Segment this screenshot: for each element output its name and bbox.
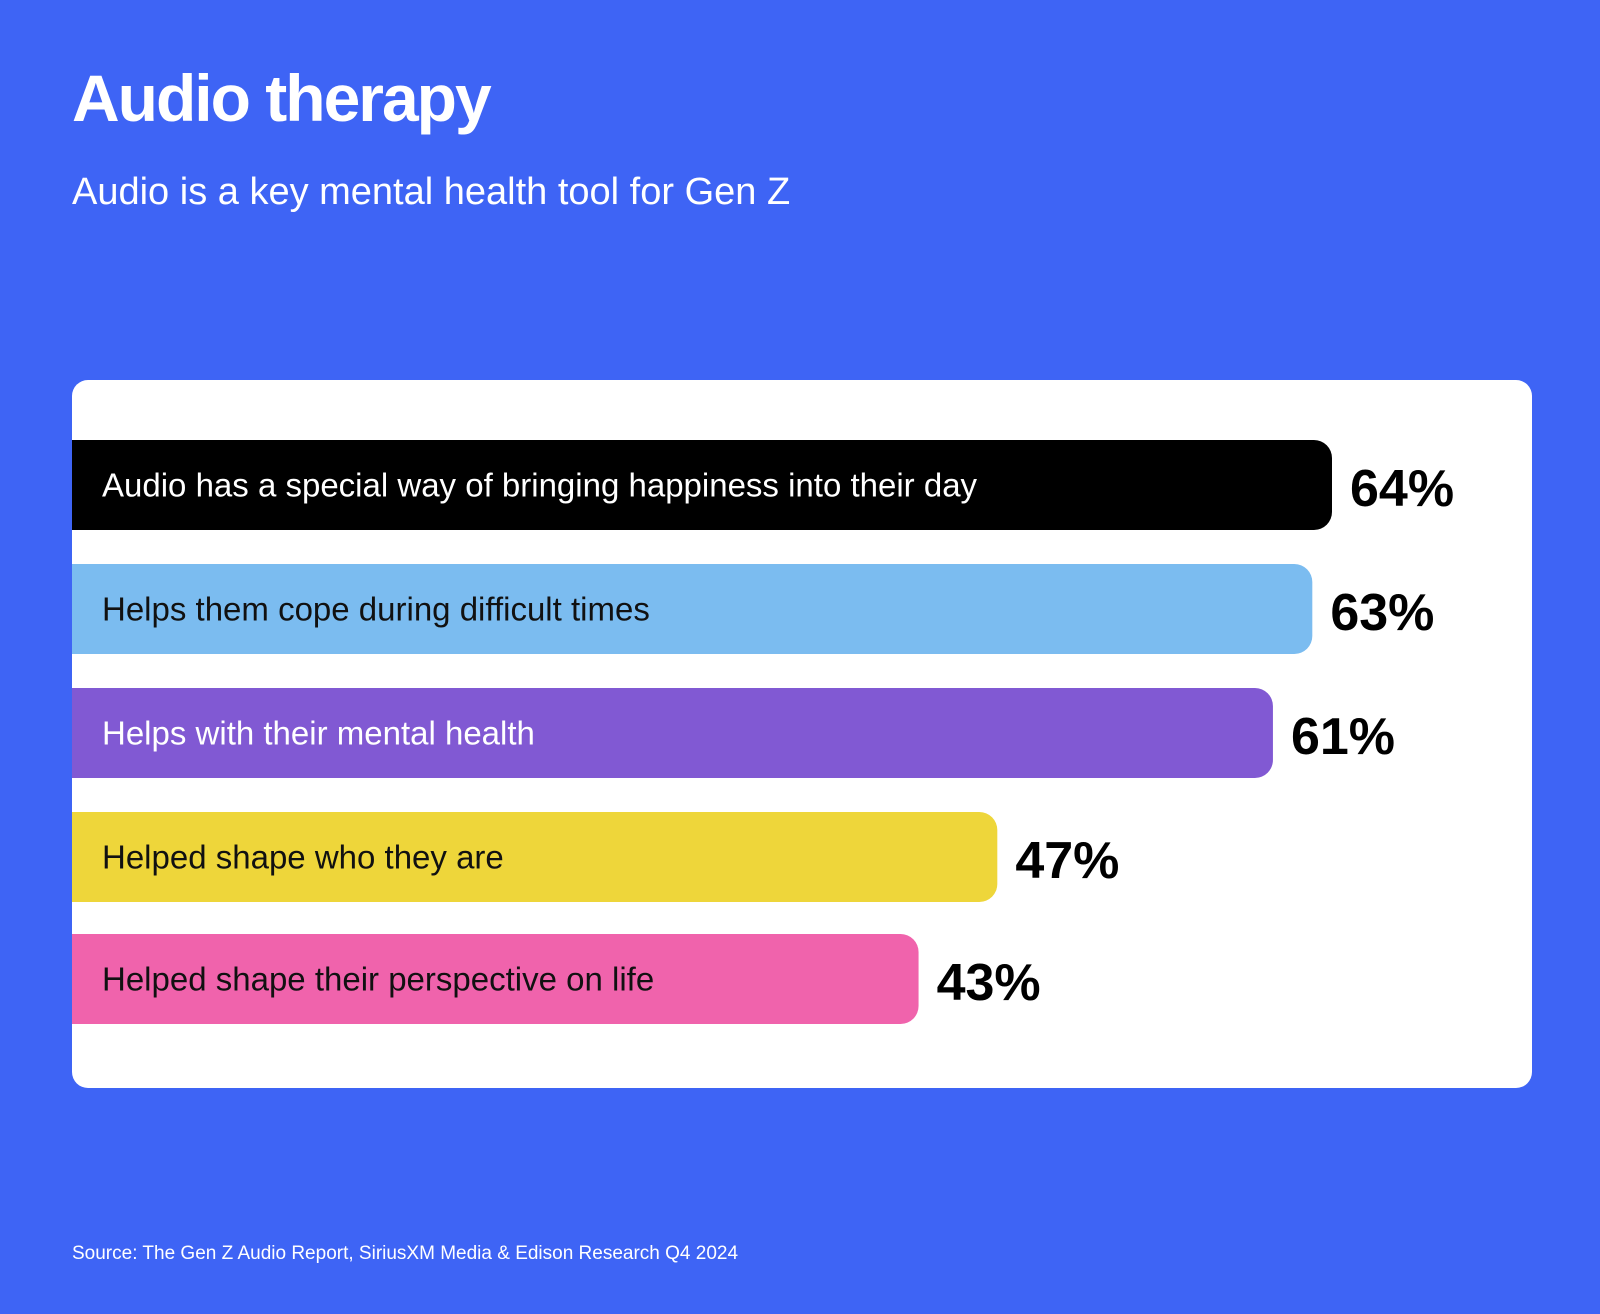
bar-5 [72, 934, 919, 1024]
bar-2 [72, 564, 1313, 654]
bar-label-2: Helps them cope during difficult times [102, 591, 650, 628]
value-label-5: 43% [937, 954, 1041, 1012]
value-label-1: 64% [1350, 460, 1454, 518]
bar-label-1: Audio has a special way of bringing happ… [102, 467, 978, 504]
value-label-4: 47% [1015, 832, 1119, 890]
value-label-3: 61% [1291, 708, 1395, 766]
bar-chart: Audio has a special way of bringing happ… [72, 440, 1454, 1024]
bar-label-3: Helps with their mental health [102, 715, 535, 752]
source-note: Source: The Gen Z Audio Report, SiriusXM… [72, 1243, 739, 1264]
bar-1 [72, 440, 1332, 530]
bar-label-5: Helped shape their perspective on life [102, 961, 654, 998]
bar-4 [72, 812, 998, 902]
value-label-2: 63% [1330, 584, 1434, 642]
chart-subtitle: Audio is a key mental health tool for Ge… [72, 171, 791, 213]
bar-label-4: Helped shape who they are [102, 839, 504, 876]
chart-title: Audio therapy [72, 61, 492, 135]
chart-card: Audio has a special way of bringing happ… [72, 380, 1532, 1088]
bar-3 [72, 688, 1273, 778]
